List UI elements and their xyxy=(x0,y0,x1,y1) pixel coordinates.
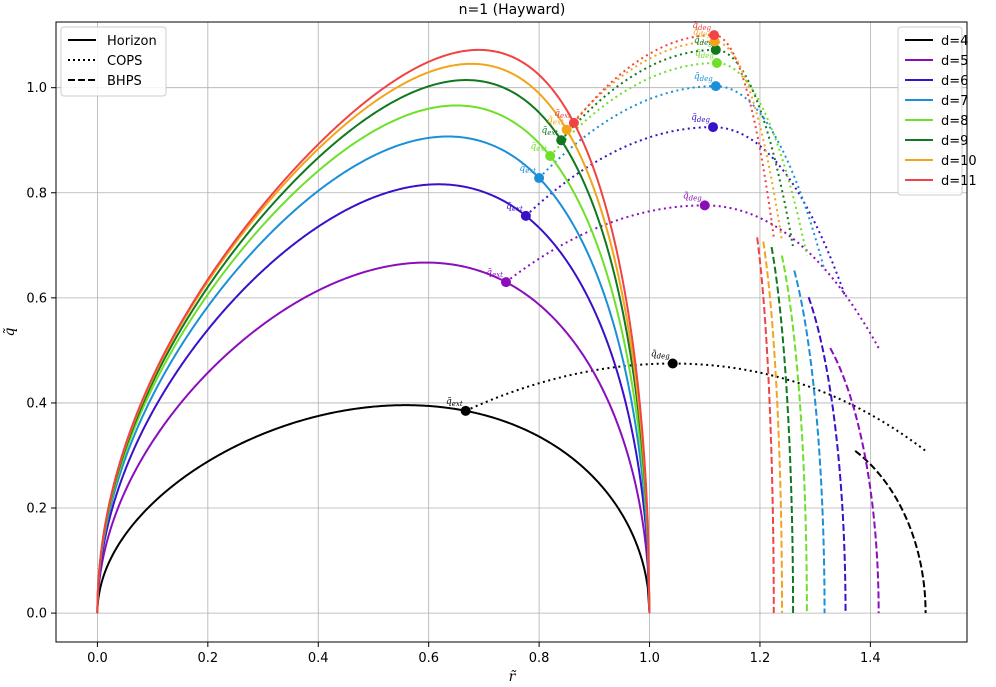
horizon-line-d=11 xyxy=(96,48,651,614)
series-legend-label-d=4: d=4 xyxy=(941,34,968,49)
bhps-line-d=10 xyxy=(762,241,784,614)
ext-annotation-d=6: q̃ext xyxy=(506,201,523,213)
style-legend-box xyxy=(60,26,167,97)
cops-line-d=6 xyxy=(525,126,847,298)
series-legend-label-d=8: d=8 xyxy=(941,114,968,129)
ext-annotation-d=10: q̃ext xyxy=(547,115,564,127)
ext-point-d=11 xyxy=(568,117,579,128)
ext-point-d=5 xyxy=(500,277,511,288)
series-legend-box xyxy=(897,26,963,196)
horizon-line-d=7 xyxy=(96,135,651,614)
y-tick-label: 0.2 xyxy=(26,502,47,517)
curves xyxy=(96,34,927,614)
x-tick-label: 0.4 xyxy=(308,651,329,666)
deg-point-d=4 xyxy=(667,358,678,369)
bhps-line-d=11 xyxy=(756,237,775,614)
ext-point-d=10 xyxy=(561,124,572,135)
ext-annotation-d=4: q̃ext xyxy=(446,396,463,408)
deg-annotation-d=4: q̃deg xyxy=(651,349,670,361)
ext-annotation-d=7: q̃ext xyxy=(519,163,536,175)
x-tick-label: 0.8 xyxy=(529,651,550,666)
ext-annotation-d=9: q̃ext xyxy=(542,125,559,137)
bhps-line-d=6 xyxy=(807,296,847,614)
deg-point-d=11 xyxy=(709,30,720,41)
ext-annotation-d=5: q̃ext xyxy=(486,267,503,279)
series-legend-label-d=11: d=11 xyxy=(941,174,977,189)
y-tick-label: 0.8 xyxy=(26,186,47,201)
cops-line-d=5 xyxy=(505,204,880,349)
style-legend-label-horizon: Horizon xyxy=(107,34,157,49)
ext-point-d=4 xyxy=(460,405,471,416)
series-legend-label-d=6: d=6 xyxy=(941,74,968,89)
deg-annotation-d=5: q̃deg xyxy=(683,190,702,202)
ext-point-d=9 xyxy=(556,135,567,146)
style-legend-label-bhps: BHPS xyxy=(107,74,142,89)
deg-annotation-d=9: q̃deg xyxy=(694,35,713,47)
bhps-line-d=7 xyxy=(793,270,826,614)
y-tick-label: 0.6 xyxy=(26,291,47,306)
y-axis-label: q̃ xyxy=(2,327,18,336)
x-axis-label: r̃ xyxy=(509,669,517,685)
x-tick-label: 0.6 xyxy=(418,651,439,666)
cops-line-d=4 xyxy=(465,362,927,452)
deg-annotation-d=10: q̃deg xyxy=(693,26,712,38)
horizon-line-d=4 xyxy=(96,404,651,614)
y-tick-label: 0.4 xyxy=(26,396,47,411)
cops-line-d=8 xyxy=(549,61,808,256)
bhps-line-d=4 xyxy=(854,450,927,614)
ext-annotation-d=11: q̃ext xyxy=(554,108,571,120)
x-tick-label: 1.4 xyxy=(860,651,881,666)
deg-point-d=7 xyxy=(710,81,721,92)
x-tick-label: 1.0 xyxy=(639,651,660,666)
style-legend: Horizon COPS BHPS xyxy=(60,26,167,97)
ext-point-d=8 xyxy=(545,150,556,161)
ext-point-d=7 xyxy=(534,173,545,184)
series-legend-label-d=9: d=9 xyxy=(941,134,968,149)
deg-annotation-d=11: q̃deg xyxy=(692,20,711,32)
x-tick-label: 0.0 xyxy=(87,651,108,666)
series-legend-label-d=7: d=7 xyxy=(941,94,968,109)
bhps-line-d=8 xyxy=(780,255,808,614)
series-legend-label-d=10: d=10 xyxy=(941,154,977,169)
cops-line-d=9 xyxy=(560,48,795,248)
bhps-line-d=9 xyxy=(770,246,795,614)
style-legend-label-cops: COPS xyxy=(107,54,142,69)
series-legend: d=4 d=5 d=6 d=7 d=8 d=9 d=10 d=11 xyxy=(897,26,977,196)
ticks: 0.0 0.2 0.4 0.6 0.8 1.0 1.2 1.4 0.0 0.2 0.4 0.6 0.8 1… xyxy=(26,81,880,666)
deg-annotation-d=6: q̃deg xyxy=(691,112,710,124)
y-tick-label: 1.0 xyxy=(26,81,47,96)
markers: q̃ext q̃deg q̃ext q̃deg q̃ext q̃deg q̃ext q̃deg… xyxy=(446,20,722,416)
deg-annotation-d=7: q̃deg xyxy=(694,71,713,83)
deg-point-d=8 xyxy=(711,57,722,68)
x-tick-label: 0.2 xyxy=(197,651,218,666)
y-tick-label: 0.0 xyxy=(26,607,47,622)
ext-point-d=6 xyxy=(520,210,531,221)
deg-point-d=9 xyxy=(710,44,721,55)
horizon-line-d=8 xyxy=(96,104,651,614)
deg-point-d=6 xyxy=(708,122,719,133)
deg-annotation-d=8: q̃deg xyxy=(695,48,714,60)
deg-point-d=5 xyxy=(699,200,710,211)
plot-frame xyxy=(55,21,968,643)
x-tick-label: 1.2 xyxy=(750,651,771,666)
chart-title: n=1 (Hayward) xyxy=(459,2,566,18)
series-legend-label-d=5: d=5 xyxy=(941,54,968,69)
grid xyxy=(56,22,967,642)
ext-annotation-d=8: q̃ext xyxy=(530,141,547,153)
horizon-line-d=6 xyxy=(96,183,651,614)
